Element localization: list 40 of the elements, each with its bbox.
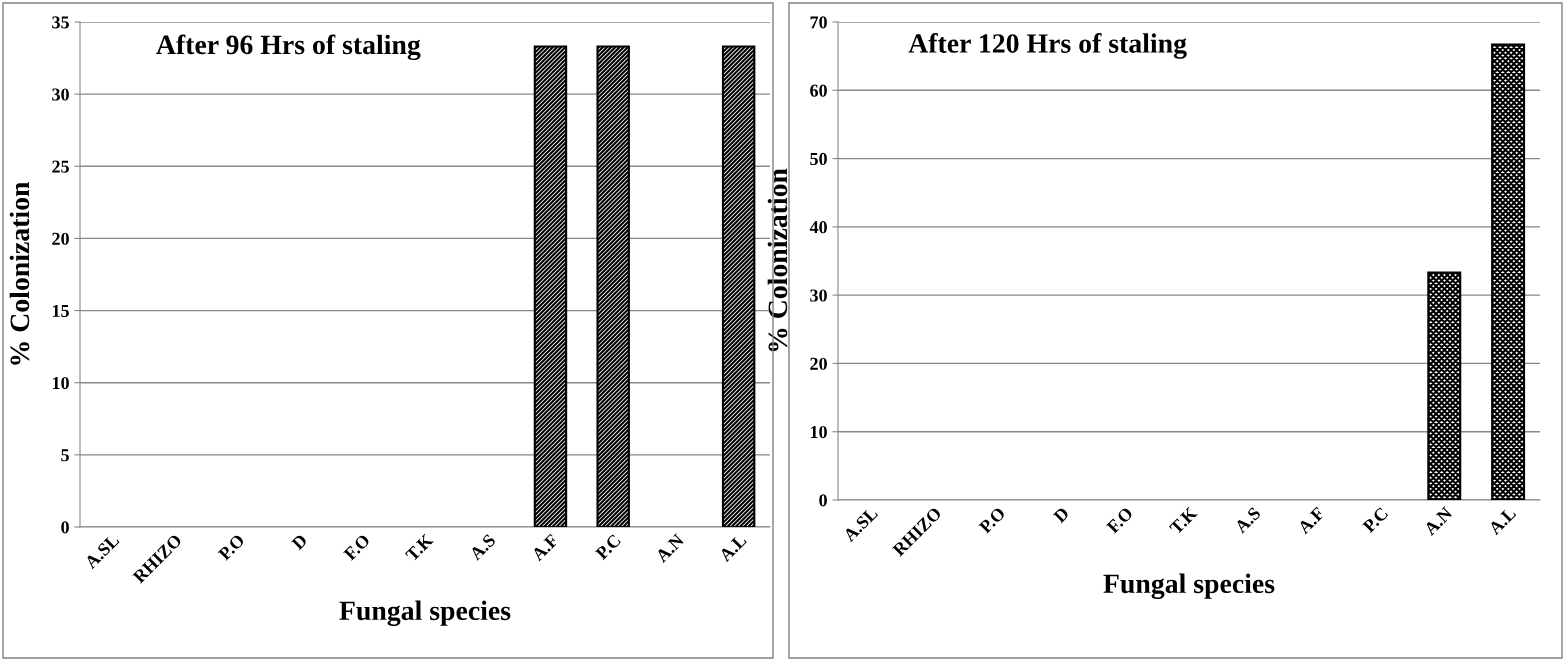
x-tick-label: P.O <box>217 533 246 562</box>
x-tick-label: P.C <box>1362 506 1389 534</box>
y-tick-label: 35 <box>52 16 69 29</box>
x-axis-title: Fungal species <box>339 600 511 626</box>
x-tick-label: D <box>1052 506 1070 524</box>
y-tick-label: 25 <box>52 160 69 173</box>
x-tick-label: A.S <box>1233 506 1262 534</box>
x-tick-label: A.S <box>468 533 497 561</box>
y-tick-label: 5 <box>61 449 69 462</box>
y-tick-label: 20 <box>810 357 827 370</box>
x-tick-label: D <box>291 533 308 551</box>
x-tick-label: A.L <box>1487 506 1517 536</box>
x-tick-label: A.F <box>530 533 559 562</box>
x-tick-label: F.O <box>1106 506 1134 535</box>
x-tick-label: A.N <box>1423 506 1454 537</box>
y-axis-title: % Colonization <box>9 181 30 365</box>
y-axis-title: % Colonization <box>767 168 788 352</box>
y-tick-label: 60 <box>810 84 827 97</box>
y-tick-label: 10 <box>810 425 827 439</box>
x-tick-label: T.K <box>1169 506 1198 536</box>
x-tick-label: A.L <box>718 533 748 563</box>
x-tick-label: P.C <box>594 533 622 561</box>
y-tick-label: 30 <box>810 289 827 302</box>
x-tick-label: A.F <box>1296 506 1326 535</box>
y-tick-label: 0 <box>61 521 69 534</box>
chart-title: After 120 Hrs of staling <box>908 33 1187 59</box>
y-tick-label: 40 <box>809 221 827 234</box>
chart-title: After 96 Hrs of staling <box>156 34 421 61</box>
y-tick-label: 15 <box>52 304 69 318</box>
x-tick-label: T.K <box>405 533 434 563</box>
y-tick-label: 0 <box>819 494 827 507</box>
x-tick-label: A.N <box>654 533 685 564</box>
x-tick-label: F.O <box>343 533 371 562</box>
y-tick-label: 30 <box>52 88 69 101</box>
x-axis-title: Fungal species <box>1103 573 1275 599</box>
y-tick-label: 10 <box>52 376 69 390</box>
y-tick-label: 20 <box>52 232 69 245</box>
y-tick-label: 70 <box>810 16 827 29</box>
x-tick-label: P.O <box>978 506 1006 535</box>
y-tick-label: 50 <box>810 152 827 166</box>
